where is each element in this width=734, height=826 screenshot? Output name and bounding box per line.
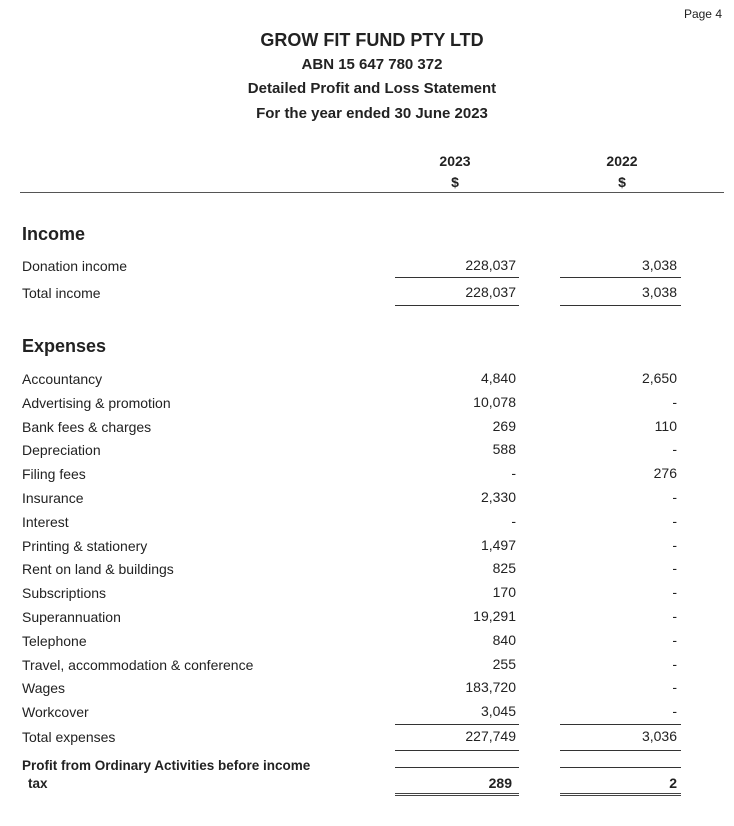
header-divider bbox=[20, 192, 724, 193]
column-unit-2022: $ bbox=[618, 174, 626, 190]
expense-2022: - bbox=[672, 703, 677, 720]
rule bbox=[560, 724, 681, 725]
expense-label: Filing fees bbox=[22, 466, 86, 483]
income-row-2023: 228,037 bbox=[465, 257, 516, 273]
total-income-2023: 228,037 bbox=[465, 284, 516, 300]
expense-2023: - bbox=[511, 465, 516, 482]
abn: ABN 15 647 780 372 bbox=[301, 56, 443, 73]
expense-2023: 2,330 bbox=[480, 489, 516, 505]
expense-2022: - bbox=[672, 631, 677, 648]
income-row-2022: 3,038 bbox=[641, 257, 677, 273]
expense-label: Bank fees & charges bbox=[22, 418, 152, 435]
expense-label: Travel, accommodation & conference bbox=[22, 656, 254, 673]
rule bbox=[560, 750, 681, 751]
profit-2023: 289 bbox=[488, 775, 512, 791]
expense-2022: - bbox=[672, 584, 677, 601]
expense-label: Interest bbox=[22, 513, 69, 530]
expense-2023: 19,291 bbox=[473, 608, 516, 624]
expense-2023: 825 bbox=[492, 560, 516, 577]
expense-2023: 4,840 bbox=[480, 370, 516, 386]
expenses-heading: Expenses bbox=[22, 336, 107, 356]
rule bbox=[560, 277, 681, 278]
expense-2022: - bbox=[672, 608, 677, 624]
total-income-2022: 3,038 bbox=[641, 284, 677, 300]
total-expenses-2023: 227,749 bbox=[465, 728, 516, 744]
expense-2023: 588 bbox=[492, 441, 516, 458]
profit-label-line1: Profit from Ordinary Activities before i… bbox=[22, 758, 311, 773]
statement-title: Detailed Profit and Loss Statement bbox=[247, 80, 497, 97]
rule bbox=[395, 724, 519, 725]
page-number: Page 4 bbox=[683, 7, 722, 21]
total-income-label: Total income bbox=[22, 285, 101, 301]
column-unit-2023: $ bbox=[451, 174, 459, 190]
total-expenses-2022: 3,036 bbox=[641, 728, 677, 744]
expense-label: Superannuation bbox=[22, 609, 121, 625]
expense-2022: 110 bbox=[654, 417, 677, 434]
expense-2023: 10,078 bbox=[473, 393, 516, 410]
expense-2023: 840 bbox=[492, 631, 516, 648]
rule bbox=[395, 767, 519, 768]
expense-2023: 3,045 bbox=[480, 703, 516, 720]
expense-label: Advertising & promotion bbox=[22, 394, 171, 411]
rule bbox=[395, 277, 519, 278]
expense-label: Workcover bbox=[22, 704, 89, 721]
expense-label: Rent on land & buildings bbox=[22, 561, 174, 578]
expense-2023: 170 bbox=[492, 584, 516, 601]
expense-label: Telephone bbox=[22, 632, 87, 649]
expense-label: Insurance bbox=[22, 490, 84, 506]
total-expenses-label: Total expenses bbox=[22, 729, 116, 745]
statement-period: For the year ended 30 June 2023 bbox=[256, 105, 488, 122]
rule bbox=[395, 305, 519, 306]
expense-label: Accountancy bbox=[22, 371, 103, 387]
column-header-2022: 2022 bbox=[606, 153, 638, 169]
profit-2022: 2 bbox=[669, 775, 677, 791]
expense-label: Subscriptions bbox=[22, 585, 107, 602]
expense-2022: - bbox=[672, 560, 677, 577]
column-header-2023: 2023 bbox=[439, 153, 471, 169]
rule bbox=[395, 750, 519, 751]
expense-2022: 276 bbox=[653, 465, 677, 482]
double-rule bbox=[560, 793, 681, 796]
company-name: GROW FIT FUND PTY LTD bbox=[260, 30, 484, 50]
expense-2023: 183,720 bbox=[465, 679, 516, 696]
expense-2022: - bbox=[672, 393, 677, 410]
expense-2022: - bbox=[672, 441, 677, 458]
expense-2023: 1,497 bbox=[480, 536, 516, 553]
rule bbox=[560, 305, 681, 306]
profit-label-line2: tax bbox=[28, 776, 48, 791]
expense-2022: - bbox=[672, 489, 677, 505]
expense-2023: 269 bbox=[492, 417, 516, 434]
expense-2023: 255 bbox=[492, 655, 516, 672]
expense-label: Depreciation bbox=[22, 442, 101, 459]
double-rule bbox=[395, 793, 519, 796]
expense-2023: - bbox=[511, 512, 516, 529]
expense-2022: 2,650 bbox=[641, 370, 677, 386]
expense-2022: - bbox=[672, 679, 677, 696]
expense-2022: - bbox=[672, 512, 677, 529]
expense-2022: - bbox=[672, 536, 677, 553]
income-heading: Income bbox=[22, 224, 86, 244]
expense-label: Wages bbox=[22, 680, 66, 697]
income-row-label: Donation income bbox=[22, 258, 128, 274]
rule bbox=[560, 767, 681, 768]
expense-label: Printing & stationery bbox=[22, 537, 148, 554]
expense-2022: - bbox=[672, 655, 677, 672]
